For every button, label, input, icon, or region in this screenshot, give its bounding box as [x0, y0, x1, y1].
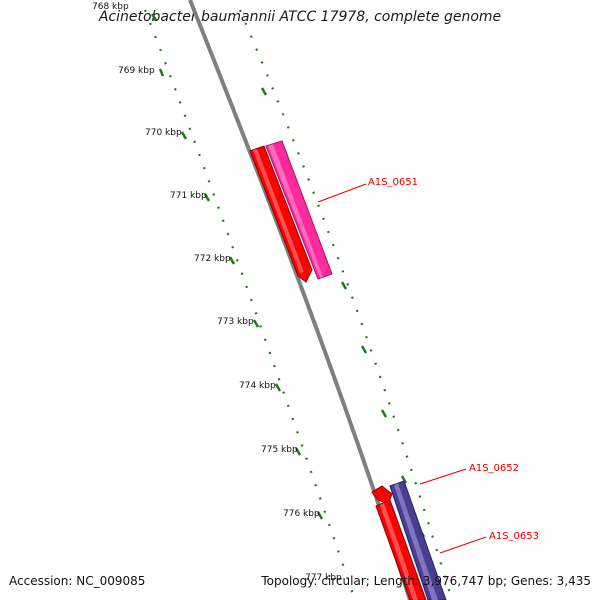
gene-label-a1s-0652[interactable]: A1S_0652: [469, 463, 519, 474]
tick-label-775: 775 kbp: [261, 445, 298, 455]
kbp-labels: 768 kbp 769 kbp 770 kbp 771 kbp 772 kbp …: [92, 2, 342, 583]
tick-label-769: 769 kbp: [118, 66, 155, 76]
topology-text: Topology: circular; Length: 3,976,747 bp…: [261, 574, 591, 588]
tick-label-773: 773 kbp: [217, 317, 254, 327]
tick-label-771: 771 kbp: [170, 191, 207, 201]
tick-label-772: 772 kbp: [194, 254, 231, 264]
gene-label-a1s-0651[interactable]: A1S_0651: [368, 177, 418, 188]
tick-label-770: 770 kbp: [145, 128, 182, 138]
tick-label-777: 777 kbp: [305, 573, 342, 583]
inner-major-ticks: [150, 13, 324, 520]
accession-text: Accession: NC_009085: [9, 574, 146, 588]
gene-label-a1s-0653[interactable]: A1S_0653: [489, 531, 539, 542]
gene-a1s-0652[interactable]: [371, 485, 393, 505]
label-leaders: [317, 183, 487, 554]
tick-label-776: 776 kbp: [283, 509, 320, 519]
tick-label-768: 768 kbp: [92, 2, 129, 12]
outer-ruler: [238, 9, 454, 600]
inner-ruler: [143, 9, 357, 600]
tick-label-774: 774 kbp: [239, 381, 276, 391]
